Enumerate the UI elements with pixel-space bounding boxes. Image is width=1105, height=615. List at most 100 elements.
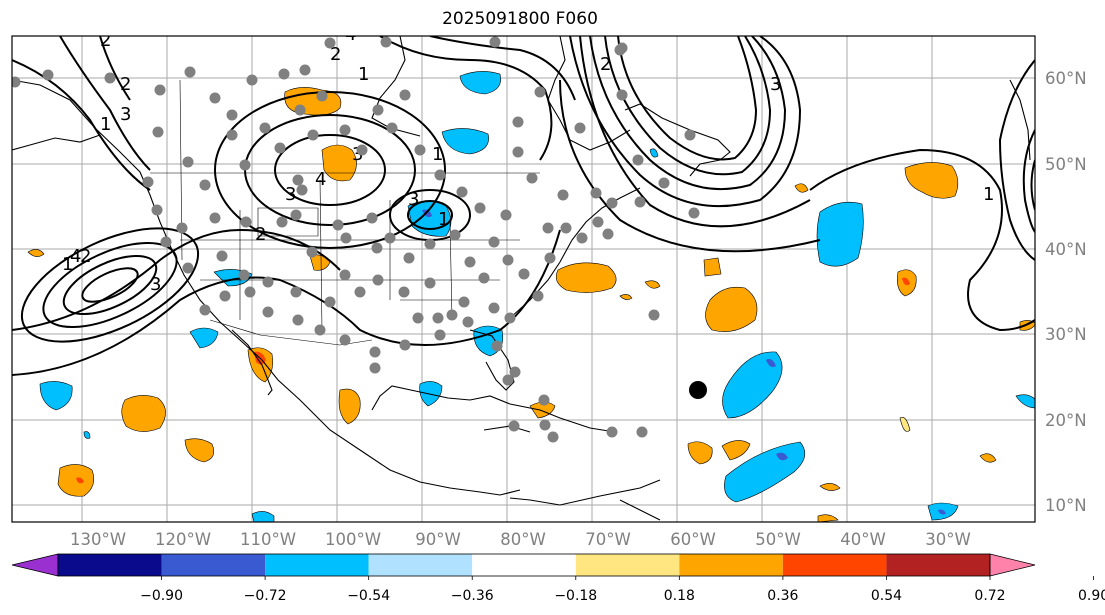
station-dot <box>414 144 426 156</box>
contour-label: 3 <box>770 74 781 95</box>
station-dot <box>238 269 250 281</box>
contour-label: 2 <box>80 246 91 267</box>
station-dot <box>512 146 524 158</box>
station-dot <box>590 187 602 199</box>
station-dot <box>339 334 351 346</box>
station-dot <box>539 419 551 431</box>
contour-label: 2 <box>330 44 341 65</box>
coastlines <box>12 36 1031 521</box>
station-dot <box>184 66 196 78</box>
station-dot <box>684 129 696 141</box>
station-dot <box>316 90 328 102</box>
station-dot <box>160 236 172 248</box>
station-dot <box>616 89 628 101</box>
station-dot <box>226 129 238 141</box>
station-dot <box>449 229 461 241</box>
longitude-label: 90°W <box>415 530 461 549</box>
contour-label: 2 <box>100 30 111 51</box>
station-dot <box>574 122 586 134</box>
station-dot <box>226 109 238 121</box>
station-dot <box>489 36 501 48</box>
station-dot <box>557 189 569 201</box>
contour-label: 4 <box>70 246 81 267</box>
contour-label: 1 <box>432 144 443 165</box>
station-dot <box>547 431 559 443</box>
station-dot <box>369 346 381 358</box>
station-dot <box>478 272 490 284</box>
colorbar-segment <box>782 554 887 576</box>
colorbar-tick-label: −0.18 <box>554 588 597 604</box>
station-dot <box>491 340 503 352</box>
station-dot <box>424 277 436 289</box>
contour-label: 1 <box>62 254 73 275</box>
contours <box>12 36 1035 376</box>
station-dot <box>276 216 288 228</box>
station-dot <box>380 36 392 48</box>
station-dot <box>199 304 211 316</box>
station-dot <box>366 212 378 224</box>
station-dot <box>502 254 514 266</box>
longitude-label: 50°W <box>755 530 801 549</box>
contour-label: 3 <box>408 189 419 210</box>
station-dot <box>576 232 588 244</box>
station-dot <box>399 89 411 101</box>
station-dot <box>538 394 550 406</box>
latitude-label: 60°N <box>1045 69 1087 88</box>
station-dot <box>688 207 700 219</box>
station-dot <box>239 159 251 171</box>
longitude-label: 110°W <box>240 530 296 549</box>
station-dot <box>12 76 21 88</box>
station-markers <box>12 36 700 443</box>
station-dot <box>154 84 166 96</box>
station-dot <box>209 212 221 224</box>
contour-label: 3 <box>352 144 363 165</box>
station-dot <box>534 86 546 98</box>
station-dot <box>219 290 231 302</box>
colorbar-tick-label: −0.90 <box>140 588 183 604</box>
station-dot <box>339 269 351 281</box>
station-dot <box>246 74 258 86</box>
station-dot <box>602 228 614 240</box>
station-dot <box>142 176 154 188</box>
colorbar-segment <box>58 554 162 576</box>
contour-label: 1 <box>983 184 994 205</box>
station-dot <box>307 129 319 141</box>
latitude-label: 50°N <box>1045 155 1087 174</box>
station-dot <box>399 339 411 351</box>
station-dot <box>512 116 524 128</box>
station-dot <box>152 126 164 138</box>
station-dot <box>240 216 252 228</box>
longitude-label: 40°W <box>840 530 886 549</box>
station-dot <box>526 172 538 184</box>
station-dot <box>372 104 384 116</box>
station-dot <box>274 142 286 154</box>
contour-label: 2 <box>120 74 131 95</box>
station-dot <box>398 286 410 298</box>
station-dot <box>314 324 326 336</box>
station-dot <box>292 174 304 186</box>
map-title: 2025091800 F060 <box>442 9 598 29</box>
station-dot <box>340 232 352 244</box>
shading-negative <box>39 71 1035 522</box>
station-dot <box>502 374 514 386</box>
map-frame <box>11 35 1036 523</box>
station-dot <box>216 250 228 262</box>
contour-label: 1 <box>100 114 111 135</box>
station-dot <box>403 252 415 264</box>
longitude-label: 80°W <box>500 530 546 549</box>
colorbar-tick-label: 0.54 <box>871 588 902 604</box>
station-dot <box>446 309 458 321</box>
station-dot <box>386 122 398 134</box>
latitude-label: 40°N <box>1045 240 1087 259</box>
station-dot <box>244 286 256 298</box>
station-dot <box>462 316 474 328</box>
colorbar-extend-high <box>989 553 1036 577</box>
colorbar <box>11 553 1036 577</box>
station-dot <box>542 222 554 234</box>
station-dot <box>518 268 530 280</box>
station-dot <box>509 366 521 378</box>
contour-label: 3 <box>120 104 131 125</box>
longitude-label: 100°W <box>325 530 381 549</box>
station-dot <box>648 309 660 321</box>
